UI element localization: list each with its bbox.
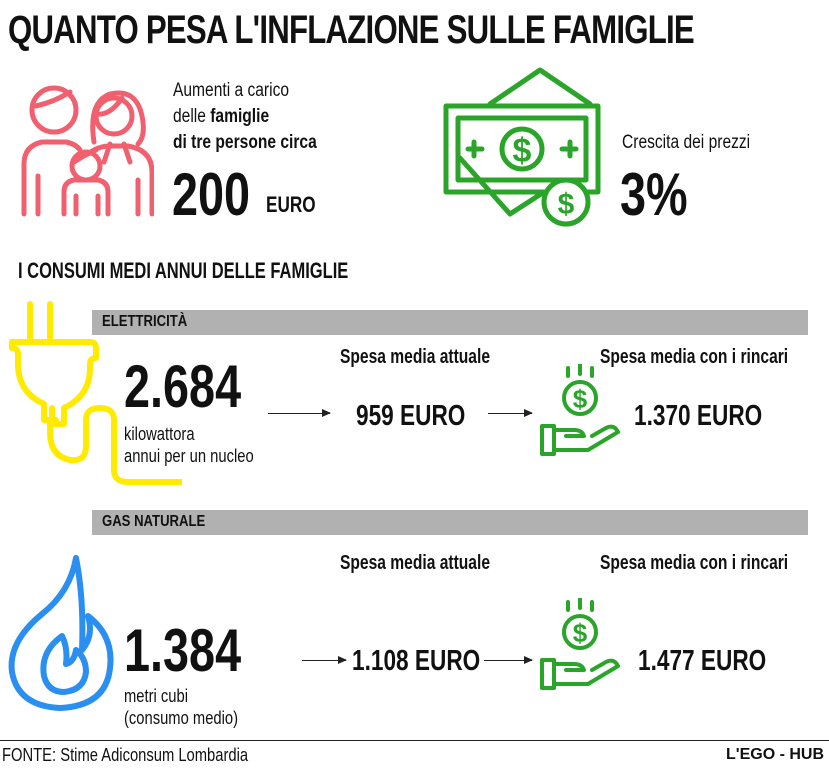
electricity-arrow-2 bbox=[488, 409, 533, 417]
section-heading: I CONSUMI MEDI ANNUI DELLE FAMIGLIE bbox=[18, 258, 349, 283]
family-text-line1: Aumenti a carico bbox=[173, 80, 290, 101]
dollar-glyph: $ bbox=[513, 132, 532, 170]
hand-coin-icon: $ bbox=[540, 364, 620, 456]
hand-coin-dollar: $ bbox=[573, 618, 588, 648]
electricity-bar-label: ELETTRICITÀ bbox=[102, 313, 188, 330]
electricity-amount: 2.684 bbox=[124, 353, 242, 420]
gas-bar-label: GAS NATURALE bbox=[102, 513, 206, 530]
family-text-prefix: delle bbox=[173, 106, 211, 127]
gas-arrow-2 bbox=[484, 656, 533, 664]
gas-bar: GAS NATURALE bbox=[92, 510, 808, 535]
gas-new-header: Spesa media con i rincari bbox=[600, 552, 789, 574]
family-increase-value: 200 bbox=[172, 161, 251, 228]
electricity-arrow-1 bbox=[268, 409, 331, 417]
electricity-bar: ELETTRICITÀ bbox=[92, 310, 808, 335]
gas-unit-line2: (consumo medio) bbox=[124, 708, 239, 728]
plug-icon bbox=[9, 301, 182, 485]
family-text-bold: famiglie bbox=[210, 106, 270, 127]
money-icon: $ $ bbox=[443, 67, 601, 227]
price-growth-value: 3% bbox=[620, 161, 688, 228]
electricity-new-value: 1.370 EURO bbox=[634, 400, 763, 432]
gas-amount: 1.384 bbox=[124, 617, 242, 684]
family-text-line2: delle famiglie bbox=[173, 106, 269, 128]
page-title: QUANTO PESA L'INFLAZIONE SULLE FAMIGLIE bbox=[8, 8, 695, 52]
gas-current-value: 1.108 EURO bbox=[352, 645, 481, 677]
gas-unit-line1: metri cubi bbox=[124, 686, 188, 706]
footer-source: FONTE: Stime Adiconsum Lombardia bbox=[2, 745, 249, 765]
footer-divider bbox=[0, 740, 829, 741]
hand-coin-icon: $ bbox=[540, 598, 620, 690]
gas-current-header: Spesa media attuale bbox=[340, 552, 491, 574]
family-text-line3: di tre persone circa bbox=[173, 132, 317, 153]
hand-coin-dollar: $ bbox=[573, 384, 588, 414]
family-icon bbox=[21, 85, 154, 217]
electricity-unit-line2: annui per un nucleo bbox=[124, 446, 254, 466]
electricity-new-header: Spesa media con i rincari bbox=[600, 346, 789, 368]
electricity-unit-line1: kilowattora bbox=[124, 424, 195, 444]
gas-new-value: 1.477 EURO bbox=[638, 645, 767, 677]
price-growth-label: Crescita dei prezzi bbox=[622, 132, 751, 153]
flame-icon bbox=[8, 555, 114, 711]
family-increase-unit: EURO bbox=[266, 192, 316, 217]
gas-arrow-1 bbox=[302, 656, 347, 664]
footer-brand: L'EGO - HUB bbox=[726, 746, 825, 763]
electricity-current-header: Spesa media attuale bbox=[340, 346, 491, 368]
electricity-current-value: 959 EURO bbox=[356, 400, 466, 432]
dollar-coin-glyph: $ bbox=[558, 188, 575, 221]
